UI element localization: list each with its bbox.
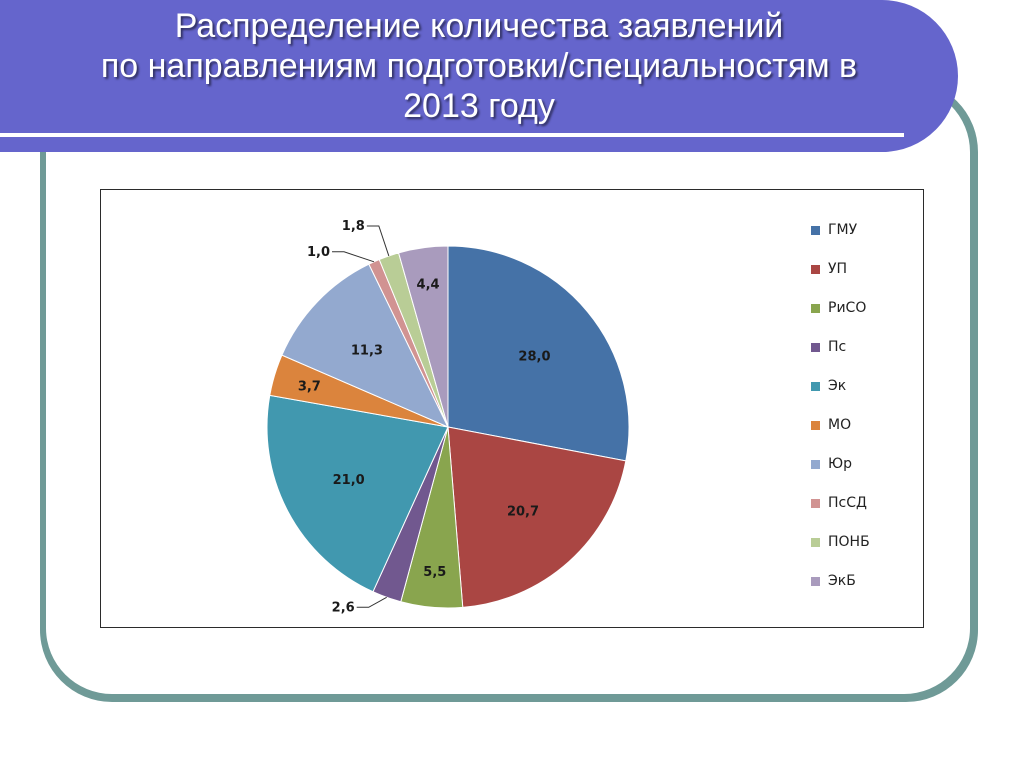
chart-area: 28,0 20,7 5,5 2,6 21,0 3,7 11,3 1,0 1,8 4,4 ГМУ УП… xyxy=(100,189,924,628)
legend-swatch xyxy=(811,460,820,469)
pie-slice-9 xyxy=(397,245,449,428)
legend-item: РиСО xyxy=(811,300,911,339)
slice-label-4: 21,0 xyxy=(333,473,365,488)
slice-label-7: 1,0 xyxy=(307,245,330,260)
leader-line-7 xyxy=(332,251,375,263)
legend-label: Эк xyxy=(828,378,847,394)
legend-label: ПсСД xyxy=(828,495,867,511)
legend-label: УП xyxy=(828,261,848,277)
pie-slice-0 xyxy=(447,245,630,462)
title-line-1: Распределение количества заявлений xyxy=(174,7,784,45)
slice-label-1: 20,7 xyxy=(507,504,539,519)
slice-label-3: 2,6 xyxy=(332,600,355,615)
title-line-2: по направлениям подготовки/специальностя… xyxy=(100,47,858,85)
leader-line-8 xyxy=(366,225,390,257)
legend-label: РиСО xyxy=(828,300,867,316)
slice-label-8: 1,8 xyxy=(342,219,365,234)
pie-chart: 28,0 20,7 5,5 2,6 21,0 3,7 11,3 1,0 1,8 4,4 xyxy=(266,219,630,615)
slice-label-6: 11,3 xyxy=(351,343,383,358)
legend-label: Юр xyxy=(828,456,853,472)
legend-item: ПОНБ xyxy=(811,534,911,573)
pie-slice-1 xyxy=(447,426,627,608)
legend-item: Юр xyxy=(811,456,911,495)
legend-label: Пс xyxy=(828,339,847,355)
legend-swatch xyxy=(811,499,820,508)
legend-item: Пс xyxy=(811,339,911,378)
slide-title: Распределение количества заявлений по на… xyxy=(0,6,958,126)
legend-label: ПОНБ xyxy=(828,534,870,550)
leader-line-3 xyxy=(356,596,387,608)
title-banner: Распределение количества заявлений по на… xyxy=(0,0,958,152)
pie-slice-4 xyxy=(266,394,449,593)
title-underline xyxy=(0,133,904,137)
slice-label-9: 4,4 xyxy=(417,278,440,293)
legend-swatch xyxy=(811,265,820,274)
title-line-3: 2013 году xyxy=(403,87,555,125)
legend-swatch xyxy=(811,226,820,235)
slice-label-0: 28,0 xyxy=(518,349,550,364)
legend-swatch xyxy=(811,343,820,352)
legend-label: ЭкБ xyxy=(828,573,856,589)
legend-swatch xyxy=(811,538,820,547)
legend-item: Эк xyxy=(811,378,911,417)
legend-item: УП xyxy=(811,261,911,300)
legend-label: ГМУ xyxy=(828,222,858,238)
legend-swatch xyxy=(811,577,820,586)
legend-label: МО xyxy=(828,417,852,433)
slice-label-2: 5,5 xyxy=(423,565,446,580)
chart-legend: ГМУ УП РиСО Пс Эк МО Юр ПсСД ПОНБ ЭкБ xyxy=(811,222,911,612)
slice-label-5: 3,7 xyxy=(298,379,321,394)
legend-swatch xyxy=(811,304,820,313)
pie-slice-6 xyxy=(281,263,450,428)
legend-swatch xyxy=(811,382,820,391)
legend-swatch xyxy=(811,421,820,430)
legend-item: ПсСД xyxy=(811,495,911,534)
legend-item: ГМУ xyxy=(811,222,911,261)
legend-item: ЭкБ xyxy=(811,573,911,612)
legend-item: МО xyxy=(811,417,911,456)
